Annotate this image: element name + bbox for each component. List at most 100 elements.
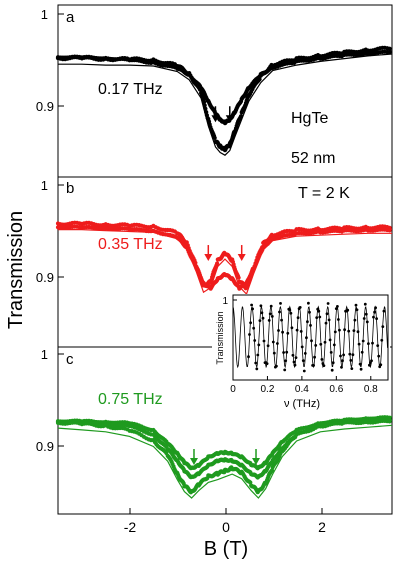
inset-data-point xyxy=(293,363,297,367)
inset-data-point xyxy=(285,350,289,354)
inset-data-point xyxy=(294,356,298,359)
inset-data-point xyxy=(341,359,344,363)
inset-data-point xyxy=(359,367,363,371)
inset-data-point xyxy=(323,340,327,344)
fit-line-c-2 xyxy=(58,419,393,478)
inset-data-point xyxy=(376,344,380,347)
inset-data-point xyxy=(352,329,356,332)
inset-data-point xyxy=(358,362,362,366)
fit-line-c-1 xyxy=(58,415,393,468)
panel-b-freq-label: 0.35 THz xyxy=(98,236,163,253)
inset-data-point xyxy=(261,316,265,320)
inset-data-point xyxy=(277,329,280,332)
inset-data-point xyxy=(291,353,295,357)
panel-a-letter: a xyxy=(66,9,75,26)
y-axis-label: Transmission xyxy=(5,211,27,329)
inset-data-point xyxy=(348,352,352,356)
inset-data-point xyxy=(283,368,287,372)
inset-data-point xyxy=(357,342,361,346)
inset-fit-line xyxy=(232,305,388,369)
inset-frame xyxy=(232,294,389,381)
inset-data-point xyxy=(322,364,326,367)
inset-data-point xyxy=(362,317,366,320)
panel-c-ytick-label-1: 1 xyxy=(41,347,48,362)
inset-data-point xyxy=(305,336,308,340)
inset-data-point xyxy=(356,330,360,334)
panel-c-letter: c xyxy=(66,351,74,368)
inset-data-point xyxy=(310,339,313,343)
inset-data-point xyxy=(342,353,345,357)
inset-data-point xyxy=(286,331,290,335)
inset-data-point xyxy=(353,318,357,322)
panel-c-arrows xyxy=(189,449,261,465)
inset-data-point xyxy=(278,310,281,314)
data-point-a-0 xyxy=(212,135,217,140)
inset-data-point xyxy=(338,328,341,332)
inset-data-point xyxy=(272,351,276,355)
inset-x-tick-label-4: 0.8 xyxy=(364,384,378,395)
inset-data-point xyxy=(262,339,266,343)
inset-data-point xyxy=(336,305,339,308)
inset-data-point xyxy=(367,342,370,345)
inset-data-point xyxy=(279,302,282,305)
inset-data-point xyxy=(340,365,343,369)
inset-x-tick-label-0: 0 xyxy=(230,384,236,395)
inset-data-point xyxy=(301,359,305,362)
panel-b-letter: b xyxy=(66,180,74,197)
inset-data-point xyxy=(324,321,328,325)
panel-a-series xyxy=(55,45,393,156)
inset-x-ticks: 0 0.2 0.4 0.6 0.8 xyxy=(230,376,378,395)
inset-data-point xyxy=(282,351,285,354)
panel-b-ytick-label-09: 0.9 xyxy=(36,270,54,285)
inset-data-point xyxy=(300,345,304,349)
inset-data-point xyxy=(265,362,269,365)
inset-data-point xyxy=(328,338,332,342)
panel-a-ytick-label-09: 0.9 xyxy=(36,99,54,114)
fit-line-a-1 xyxy=(58,50,393,123)
inset-data-point xyxy=(374,306,377,310)
inset-data-point xyxy=(355,308,359,312)
inset-data-point xyxy=(354,303,358,307)
inset-data-point xyxy=(363,302,367,306)
inset-data-point xyxy=(349,359,353,362)
panel-c-freq-label: 0.75 THz xyxy=(98,391,163,408)
inset-data-point xyxy=(289,311,293,315)
inset-data-point xyxy=(327,318,331,322)
inset-data-point xyxy=(249,321,253,325)
inset-data-point xyxy=(369,361,372,365)
inset-chart: Transmission 1 0 0.2 0.4 0.6 0.8 ν (THz) xyxy=(212,294,390,410)
inset-data-point xyxy=(260,311,264,315)
inset-data-point xyxy=(381,325,385,328)
arrow-head-b-0 xyxy=(204,254,213,262)
inset-data-point xyxy=(339,354,342,358)
panel-a: a 1 0.9 0.17 THz HgTe 52 nm xyxy=(36,4,393,178)
panel-a-thickness-label: 52 nm xyxy=(291,150,335,167)
x-tick-label-0: 0 xyxy=(222,519,230,535)
arrow-head-c-0 xyxy=(189,458,198,465)
inset-data-point xyxy=(333,330,337,334)
fit-line-c-0 xyxy=(57,424,393,499)
inset-data-point xyxy=(368,363,371,367)
inset-x-tick-label-3: 0.6 xyxy=(329,384,343,395)
inset-data-point xyxy=(325,312,329,316)
inset-series xyxy=(232,301,388,373)
inset-data-point xyxy=(308,310,311,314)
fit-line-b-0 xyxy=(58,229,392,296)
inset-data-point xyxy=(253,339,257,342)
inset-data-point xyxy=(360,350,364,354)
inset-data-point xyxy=(382,309,386,313)
inset-data-point xyxy=(254,361,258,365)
inset-data-point xyxy=(280,318,283,322)
inset-data-point xyxy=(373,310,376,314)
inset-data-point xyxy=(275,364,278,368)
inset-data-point xyxy=(334,307,338,310)
inset-data-point xyxy=(271,340,275,344)
fit-line-b-1 xyxy=(58,225,392,288)
inset-data-point xyxy=(361,339,365,343)
panel-b-arrows xyxy=(204,245,246,262)
arrow-head-a-1 xyxy=(225,115,234,123)
inset-data-point xyxy=(307,301,310,305)
panel-b-ytick-label-1: 1 xyxy=(41,178,48,193)
inset-data-point xyxy=(299,330,303,333)
